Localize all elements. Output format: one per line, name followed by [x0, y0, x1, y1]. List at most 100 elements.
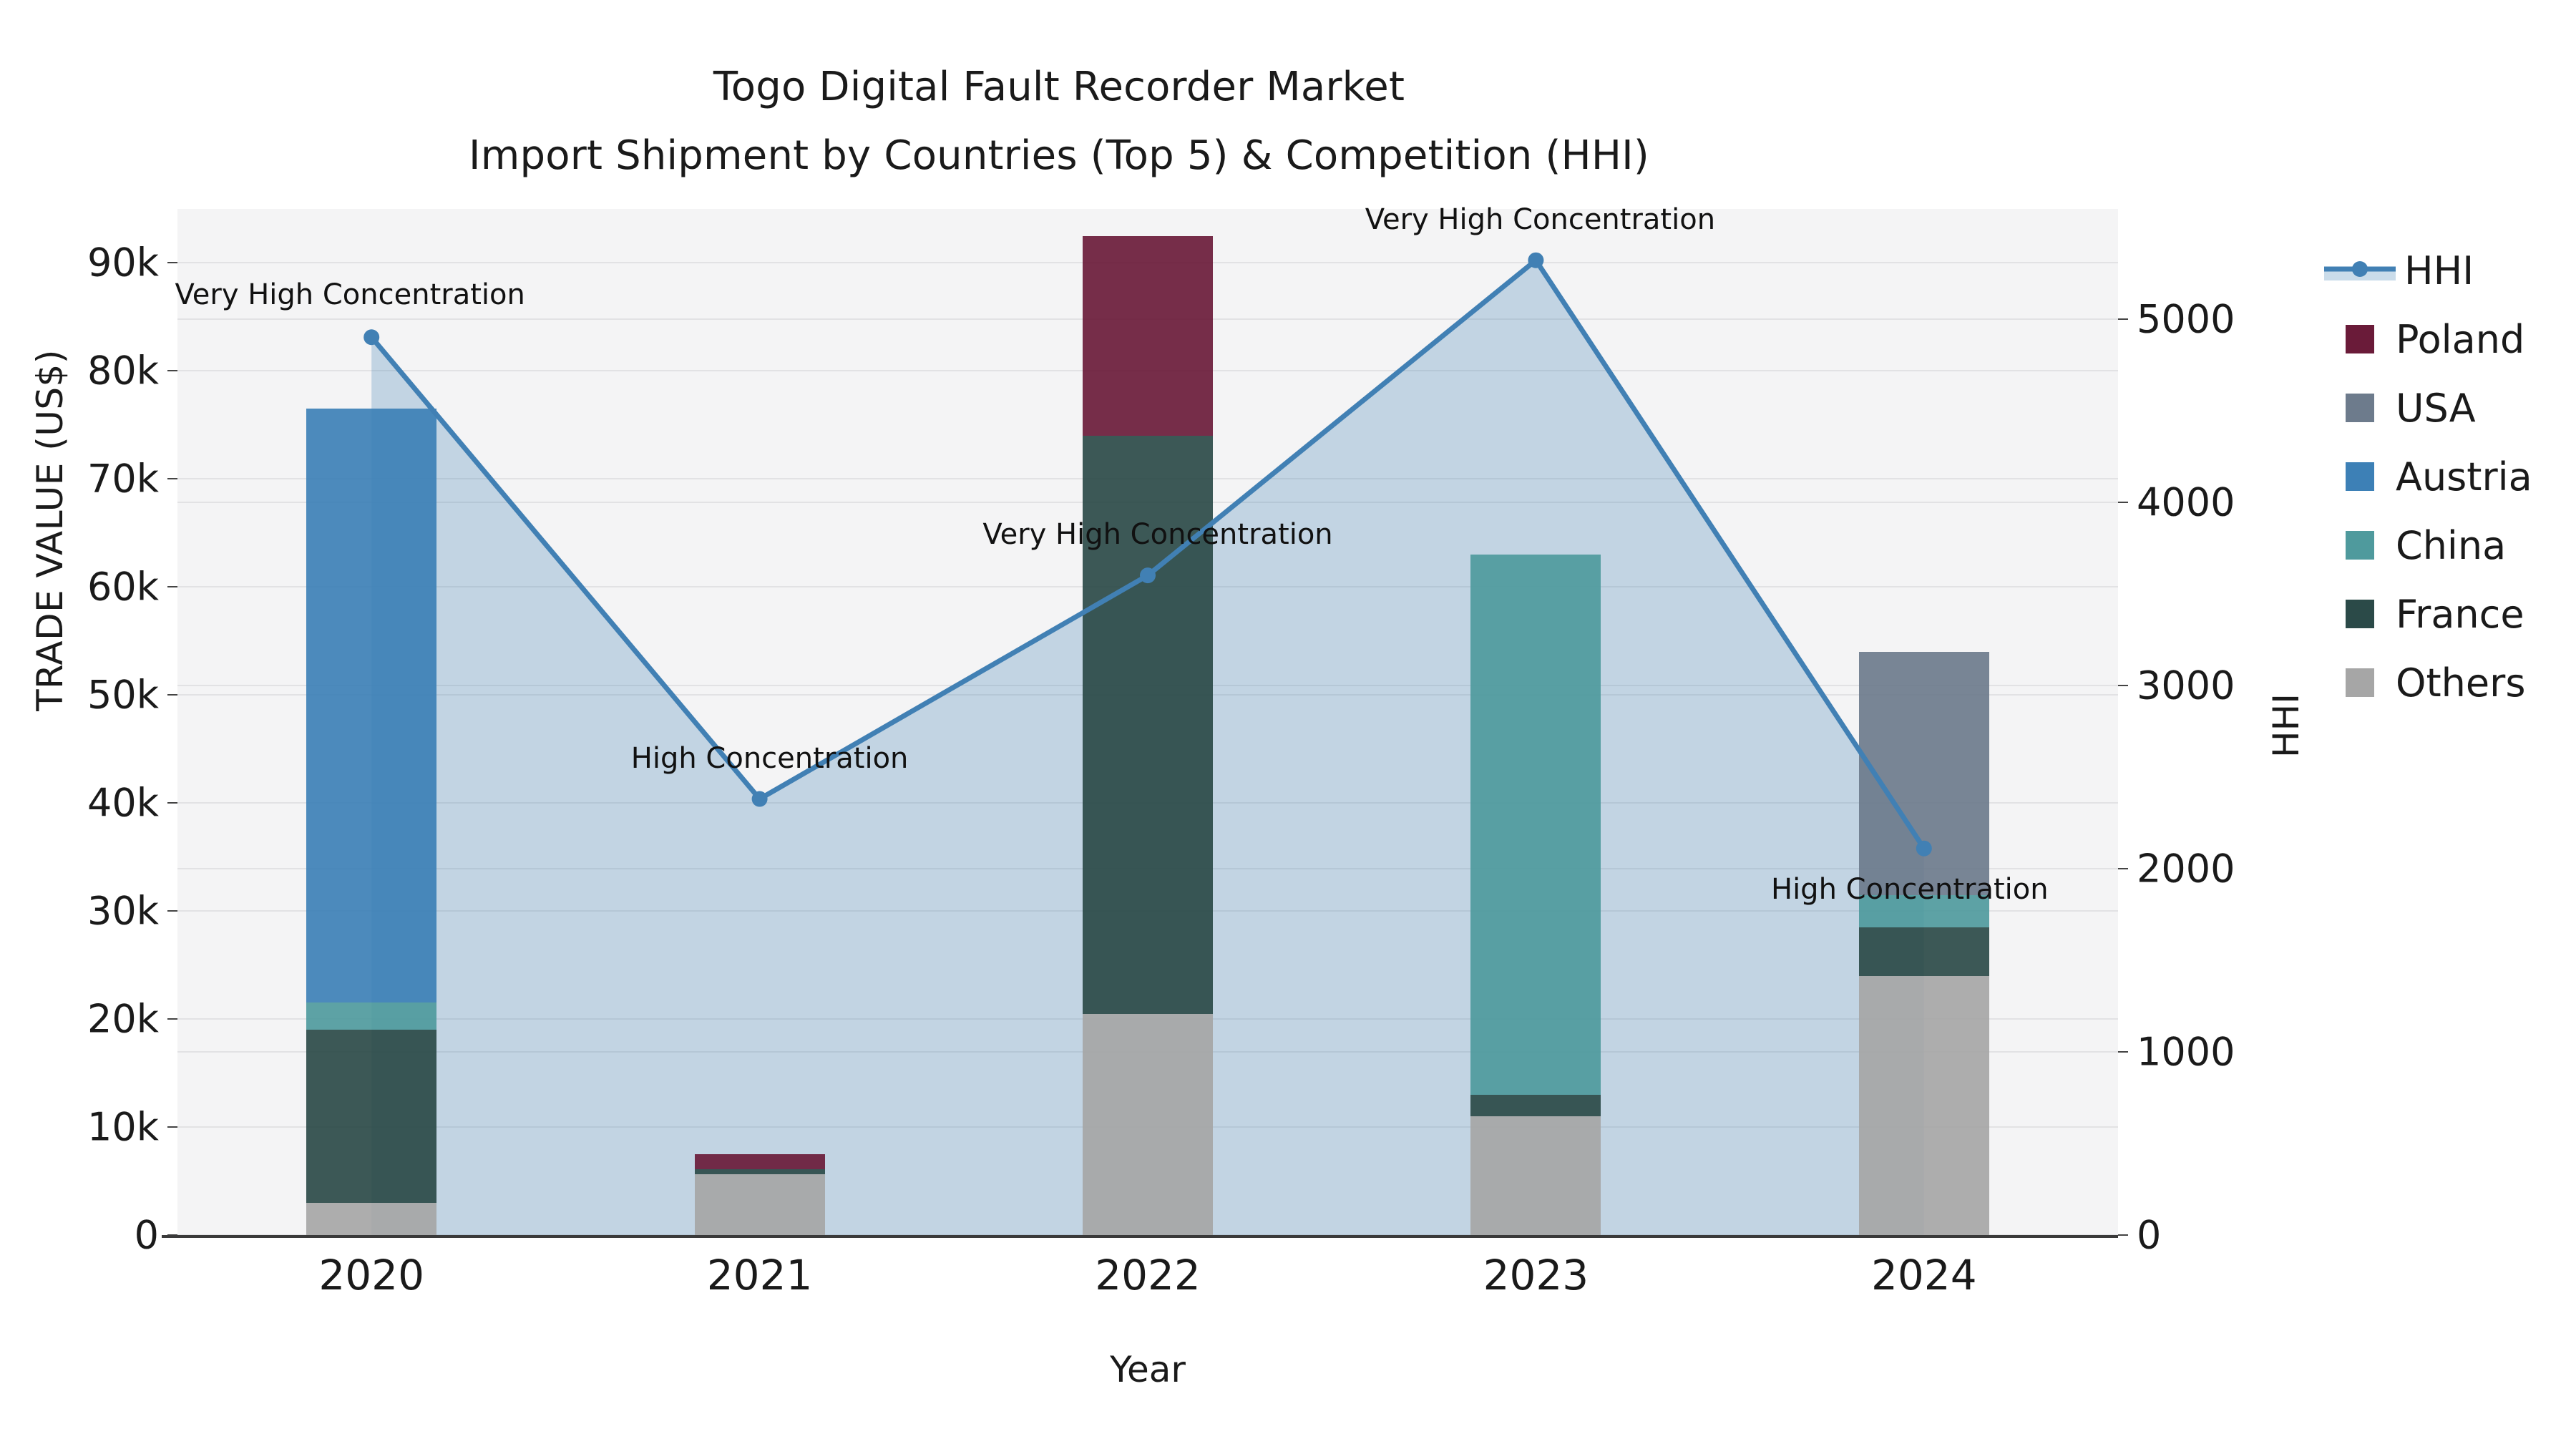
annotation-2023: Very High Concentration	[1365, 203, 1716, 236]
bar-segment-china-2024[interactable]	[1858, 894, 1989, 927]
hhi-marker-2021[interactable]	[751, 791, 768, 807]
hhi-line[interactable]	[369, 258, 1927, 852]
x-axis-baseline	[162, 1235, 2118, 1238]
y-tick-right: 1000	[2137, 1029, 2235, 1075]
y-axis-right-label: HHI	[2265, 693, 2307, 758]
y-tickmark-left	[167, 910, 177, 912]
y-tick-right: 5000	[2137, 296, 2235, 342]
chart-title: Togo Digital Fault Recorder Market Impor…	[0, 53, 2118, 190]
y-tickmark-right	[2118, 1050, 2128, 1053]
y-tick-right: 4000	[2137, 479, 2235, 525]
y-tickmark-left	[167, 1126, 177, 1128]
y-axis-left-label: TRADE VALUE (US$)	[29, 349, 71, 711]
bar-group-2022[interactable]	[1083, 209, 1213, 1235]
bar-group-2023[interactable]	[1470, 209, 1601, 1235]
legend-label-hhi: HHI	[2404, 248, 2474, 293]
bar-segment-poland-2022[interactable]	[1083, 235, 1213, 436]
legend-swatch-austria	[2346, 462, 2374, 491]
chart-title-line-2: Import Shipment by Countries (Top 5) & C…	[469, 132, 1649, 179]
legend-item-poland[interactable]: Poland	[2324, 305, 2576, 374]
y-tick-left: 40k	[87, 780, 159, 826]
legend-label-usa: USA	[2396, 385, 2476, 431]
bar-segment-others-2020[interactable]	[306, 1202, 437, 1235]
x-tick-2024: 2024	[1870, 1251, 1977, 1299]
legend: HHI Poland USA Austria China France Others	[2324, 236, 2576, 717]
y-tickmark-right	[2118, 684, 2128, 686]
y-tick-right: 3000	[2137, 663, 2235, 708]
legend-item-france[interactable]: France	[2324, 580, 2576, 648]
bar-segment-france-2021[interactable]	[694, 1169, 825, 1175]
legend-label-france: France	[2396, 591, 2524, 637]
y-tickmark-right	[2118, 501, 2128, 503]
y-tick-left: 0	[134, 1212, 159, 1258]
bar-segment-france-2024[interactable]	[1858, 927, 1989, 976]
legend-line-icon	[2324, 256, 2396, 285]
hhi-marker-2022[interactable]	[1140, 567, 1156, 584]
y-tickmark-left	[167, 478, 177, 480]
y-tick-right: 0	[2137, 1212, 2162, 1258]
y-tick-left: 50k	[87, 672, 159, 718]
legend-swatch-france	[2346, 600, 2374, 628]
bar-segment-others-2023[interactable]	[1470, 1116, 1601, 1235]
plot-area: Very High Concentration High Concentratio…	[175, 203, 2118, 1236]
bar-group-2024[interactable]	[1858, 209, 1989, 1235]
x-tick-2021: 2021	[706, 1251, 813, 1299]
x-tick-2020: 2020	[318, 1251, 424, 1299]
bar-segment-others-2022[interactable]	[1083, 1013, 1213, 1235]
hhi-marker-2020[interactable]	[364, 329, 380, 346]
annotation-2020: Very High Concentration	[175, 278, 525, 312]
legend-item-hhi[interactable]: HHI	[2324, 236, 2576, 305]
bar-segment-france-2022[interactable]	[1083, 435, 1213, 1014]
legend-swatch-china	[2346, 531, 2374, 560]
y-tickmark-left	[167, 694, 177, 696]
legend-swatch-poland	[2346, 325, 2374, 353]
bar-segment-france-2023[interactable]	[1470, 1094, 1601, 1116]
y-tickmark-right	[2118, 1234, 2128, 1236]
bar-segment-others-2024[interactable]	[1858, 975, 1989, 1235]
x-tick-2023: 2023	[1483, 1251, 1589, 1299]
legend-item-usa[interactable]: USA	[2324, 374, 2576, 442]
legend-label-china: China	[2396, 522, 2507, 568]
bar-segment-france-2020[interactable]	[306, 1030, 437, 1203]
y-tickmark-left	[167, 1018, 177, 1020]
legend-item-china[interactable]: China	[2324, 511, 2576, 580]
chart-title-line-1: Togo Digital Fault Recorder Market	[713, 64, 1405, 110]
y-tick-left: 30k	[87, 888, 159, 934]
legend-marker-swatch	[2352, 261, 2368, 277]
bar-group-2020[interactable]	[306, 209, 437, 1235]
y-tickmark-right	[2118, 318, 2128, 320]
legend-item-austria[interactable]: Austria	[2324, 442, 2576, 511]
annotation-2024: High Concentration	[1770, 872, 2049, 906]
y-tick-right: 2000	[2137, 846, 2235, 892]
legend-swatch-others	[2346, 668, 2374, 697]
y-tick-left: 80k	[87, 348, 159, 394]
annotation-2021: High Concentration	[630, 741, 909, 775]
bar-segment-china-2020[interactable]	[306, 1002, 437, 1030]
legend-label-poland: Poland	[2396, 316, 2525, 362]
y-tickmark-right	[2118, 867, 2128, 869]
y-tick-left: 60k	[87, 564, 159, 610]
y-tickmark-left	[167, 802, 177, 804]
y-tick-left: 90k	[87, 240, 159, 286]
y-tickmark-left	[167, 262, 177, 264]
y-tickmark-left	[167, 370, 177, 372]
legend-label-others: Others	[2396, 660, 2526, 706]
bar-segment-china-2023[interactable]	[1470, 555, 1601, 1095]
bar-segment-poland-2021[interactable]	[694, 1153, 825, 1169]
bar-group-2021[interactable]	[694, 209, 825, 1235]
y-tick-left: 70k	[87, 456, 159, 502]
legend-item-others[interactable]: Others	[2324, 648, 2576, 717]
hhi-marker-2024[interactable]	[1916, 840, 1932, 857]
legend-swatch-usa	[2346, 394, 2374, 422]
y-tick-left: 10k	[87, 1104, 159, 1150]
hhi-marker-2023[interactable]	[1528, 252, 1544, 268]
y-tick-left: 20k	[87, 996, 159, 1042]
legend-label-austria: Austria	[2396, 454, 2532, 499]
bar-segment-others-2021[interactable]	[694, 1174, 825, 1235]
x-axis-label: Year	[1110, 1349, 1186, 1390]
x-tick-2022: 2022	[1095, 1251, 1201, 1299]
bar-segment-austria-2020[interactable]	[306, 409, 437, 1003]
y-tickmark-left	[167, 586, 177, 588]
annotation-2022: Very High Concentration	[982, 518, 1333, 552]
